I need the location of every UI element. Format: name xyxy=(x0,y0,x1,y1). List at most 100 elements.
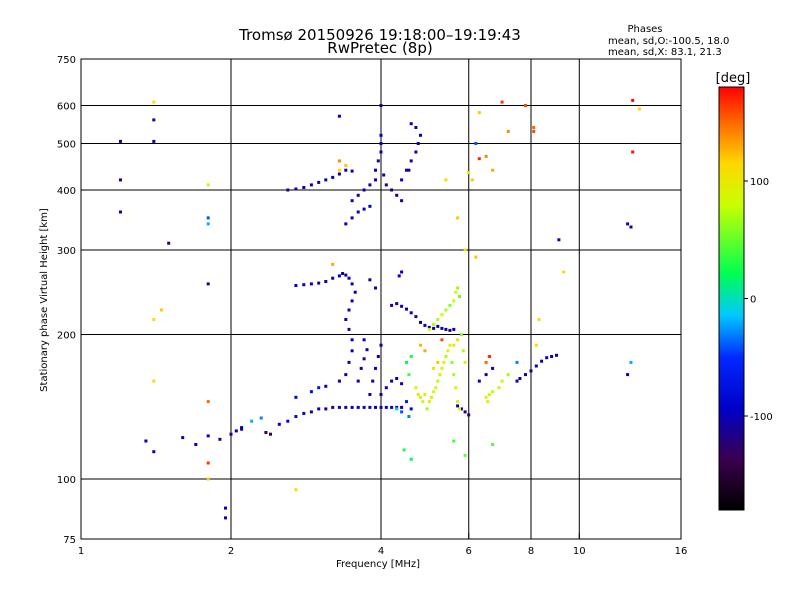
data-point xyxy=(376,159,380,163)
data-point xyxy=(337,405,341,409)
data-point xyxy=(486,400,490,404)
data-point xyxy=(540,359,544,363)
data-point xyxy=(324,280,328,283)
data-point xyxy=(400,410,404,414)
data-point xyxy=(629,360,633,364)
data-point xyxy=(362,405,366,409)
data-point xyxy=(631,150,635,154)
data-point xyxy=(416,393,420,396)
data-point xyxy=(181,436,185,440)
data-point xyxy=(324,384,328,388)
data-point xyxy=(463,453,467,457)
data-point xyxy=(409,355,413,358)
data-point xyxy=(362,338,366,342)
data-point xyxy=(294,415,298,418)
data-point xyxy=(317,407,321,411)
data-point xyxy=(119,178,122,182)
data-point xyxy=(429,395,433,399)
grid xyxy=(81,59,681,539)
data-point xyxy=(356,379,360,383)
data-point xyxy=(347,327,351,331)
data-point xyxy=(515,379,519,383)
data-point xyxy=(382,173,386,177)
data-point xyxy=(347,360,351,364)
data-point xyxy=(400,405,404,409)
x-tick-label: 1 xyxy=(78,546,84,557)
x-axis-label: Frequency [MHz] xyxy=(336,559,420,570)
data-point xyxy=(416,142,420,145)
data-point xyxy=(159,308,163,312)
y-tick-label: 200 xyxy=(57,331,76,342)
data-point xyxy=(436,379,440,383)
data-point xyxy=(524,373,527,377)
data-point xyxy=(362,357,366,361)
data-point xyxy=(374,178,377,182)
data-point xyxy=(395,377,399,380)
data-point xyxy=(240,427,244,431)
data-point xyxy=(405,360,408,364)
data-point xyxy=(497,386,501,390)
data-point xyxy=(550,355,554,358)
data-point xyxy=(427,325,431,329)
data-point xyxy=(448,343,452,347)
data-point xyxy=(344,164,348,167)
data-point xyxy=(414,315,418,319)
data-point xyxy=(532,126,536,129)
data-point xyxy=(440,313,444,317)
data-point xyxy=(414,150,418,154)
x-tick-label: 8 xyxy=(528,546,534,557)
data-point xyxy=(347,276,351,280)
data-point xyxy=(344,373,348,377)
data-point xyxy=(631,98,635,102)
data-point xyxy=(459,333,463,336)
data-point xyxy=(119,210,122,214)
colorbar-label: [deg] xyxy=(716,71,751,86)
data-point xyxy=(344,168,348,172)
data-point xyxy=(368,405,372,409)
data-point xyxy=(344,318,348,321)
data-point xyxy=(626,373,630,377)
data-point xyxy=(414,126,418,129)
data-point xyxy=(286,188,290,192)
data-point xyxy=(206,434,210,438)
data-point xyxy=(379,104,383,107)
data-point xyxy=(309,390,313,394)
data-point xyxy=(331,175,335,179)
data-point xyxy=(240,426,244,430)
data-point xyxy=(470,178,474,182)
data-point xyxy=(491,168,495,172)
data-point xyxy=(400,304,404,308)
data-point xyxy=(432,366,436,370)
data-point xyxy=(302,411,306,415)
data-point xyxy=(459,407,463,411)
data-point xyxy=(294,284,298,287)
y-tick-label: 300 xyxy=(57,246,76,257)
data-point xyxy=(374,405,377,409)
data-point xyxy=(491,443,495,446)
data-point xyxy=(421,400,425,404)
data-point xyxy=(368,204,372,208)
data-point xyxy=(444,308,448,312)
data-point xyxy=(419,343,422,347)
data-point xyxy=(474,142,478,145)
data-point xyxy=(277,422,281,426)
data-point xyxy=(467,171,471,175)
data-point xyxy=(463,360,467,364)
data-point xyxy=(294,187,298,191)
data-point xyxy=(450,360,454,364)
data-point xyxy=(206,400,210,404)
data-point xyxy=(419,133,422,137)
data-point xyxy=(537,318,541,321)
data-point xyxy=(434,386,438,390)
data-point xyxy=(555,353,558,357)
data-point xyxy=(152,450,156,454)
data-point xyxy=(484,360,488,364)
data-point xyxy=(341,272,345,275)
data-point xyxy=(309,410,313,414)
data-point xyxy=(206,216,210,220)
data-point xyxy=(337,274,341,278)
data-point xyxy=(317,180,321,184)
colorbar-ticks: 100 0 -100 xyxy=(744,177,773,423)
data-point xyxy=(269,432,272,436)
data-point xyxy=(534,343,538,347)
